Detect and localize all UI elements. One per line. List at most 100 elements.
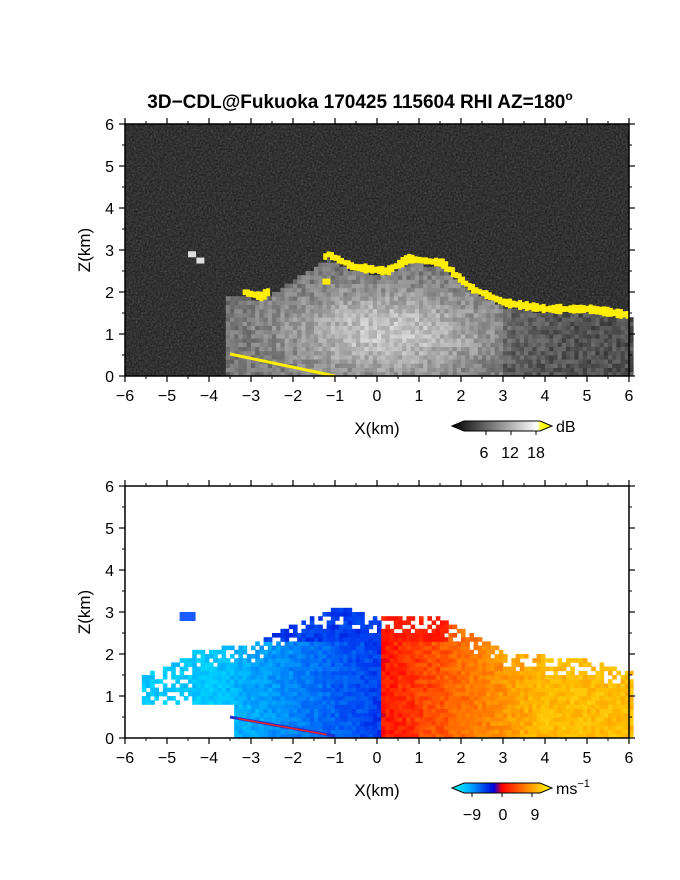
velocity-cell [372,721,378,726]
backscatter-cell [339,317,344,322]
backscatter-cell [473,304,479,310]
velocity-cell [410,624,416,630]
backscatter-cell [335,350,340,356]
velocity-cell [469,687,474,693]
backscatter-cell [456,304,462,310]
velocity-cell [393,721,399,726]
velocity-cell [477,717,483,722]
backscatter-cell [356,359,361,364]
velocity-cell [456,679,462,684]
velocity-cell [356,721,361,726]
backscatter-cell [608,317,613,322]
velocity-cell [238,683,243,688]
velocity-cell [482,649,487,655]
backscatter-cell [326,367,332,373]
backscatter-cell [482,350,487,356]
backscatter-cell [410,262,416,268]
backscatter-cell [410,308,416,314]
backscatter-cell [620,338,626,343]
velocity-cell [297,670,302,676]
velocity-cell [167,666,172,672]
velocity-cell [624,704,630,709]
velocity-cell [255,696,260,701]
velocity-cell [297,700,302,705]
backscatter-cell [414,308,420,314]
velocity-cell [356,670,361,676]
x-tick-label: 3 [499,750,508,767]
backscatter-cell [482,304,487,310]
velocity-cell [200,696,206,701]
backscatter-cell [234,338,239,343]
velocity-cell [456,704,462,709]
velocity-colorbar-tick-label: −9 [463,807,481,824]
backscatter-cell [368,329,374,335]
backscatter-cell [255,355,260,360]
velocity-cell [448,704,453,709]
backscatter-cell [377,367,382,373]
cloud-top-echo [521,302,526,309]
backscatter-cell [578,342,584,347]
velocity-cell [284,729,290,735]
backscatter-cell [276,342,281,347]
cloud-top-echo [501,298,506,306]
backscatter-cell [561,325,567,331]
velocity-cell [322,662,327,667]
velocity-cell [452,704,458,709]
velocity-cell [511,708,516,714]
velocity-cell [297,704,302,709]
backscatter-cell [574,359,579,364]
velocity-cell [276,683,281,688]
backscatter-cell [234,300,239,305]
backscatter-cell [507,355,512,360]
backscatter-cell [393,271,399,276]
velocity-cell [238,687,243,693]
velocity-cell [213,670,218,676]
backscatter-cell [574,317,579,322]
velocity-cell [335,641,340,646]
backscatter-cell [225,371,231,377]
velocity-cell [490,721,495,726]
cloud-top-echo [430,258,435,265]
velocity-cell [456,641,462,646]
velocity-cell [381,733,386,739]
x-tick-label: −1 [326,750,344,767]
backscatter-cell [423,283,428,289]
velocity-cell [179,658,185,663]
velocity-cell [519,696,525,701]
cloud-top-echo [615,308,620,319]
velocity-cell [293,704,298,709]
velocity-cell [246,725,252,730]
backscatter-cell [461,296,466,301]
velocity-colorbar-ramp [450,782,554,794]
backscatter-cell [456,283,462,289]
velocity-cell [473,687,479,693]
velocity-cell [385,712,390,718]
backscatter-cell [402,350,407,356]
velocity-cell [297,658,302,663]
x-tick-label: 3 [499,388,508,405]
backscatter-cell [444,279,449,284]
velocity-cell [587,725,592,730]
velocity-cell [620,700,626,705]
backscatter-cell [440,283,445,289]
backscatter-cell [507,308,512,314]
backscatter-cell [343,292,348,297]
velocity-cell [473,637,479,642]
velocity-cell [385,645,390,651]
backscatter-cell [368,338,374,343]
velocity-cell [599,712,605,718]
backscatter-cell [410,313,416,318]
velocity-cell [280,666,285,672]
velocity-cell [612,729,617,735]
backscatter-cell [603,321,609,326]
velocity-cell [364,666,369,672]
velocity-cell [469,700,474,705]
backscatter-cell [423,350,428,356]
velocity-cell [330,696,336,701]
backscatter-cell [293,371,298,377]
backscatter-cell [444,287,449,293]
velocity-cell [419,654,424,659]
backscatter-cell [318,262,323,268]
backscatter-cell [351,287,357,293]
backscatter-cell [398,325,403,331]
